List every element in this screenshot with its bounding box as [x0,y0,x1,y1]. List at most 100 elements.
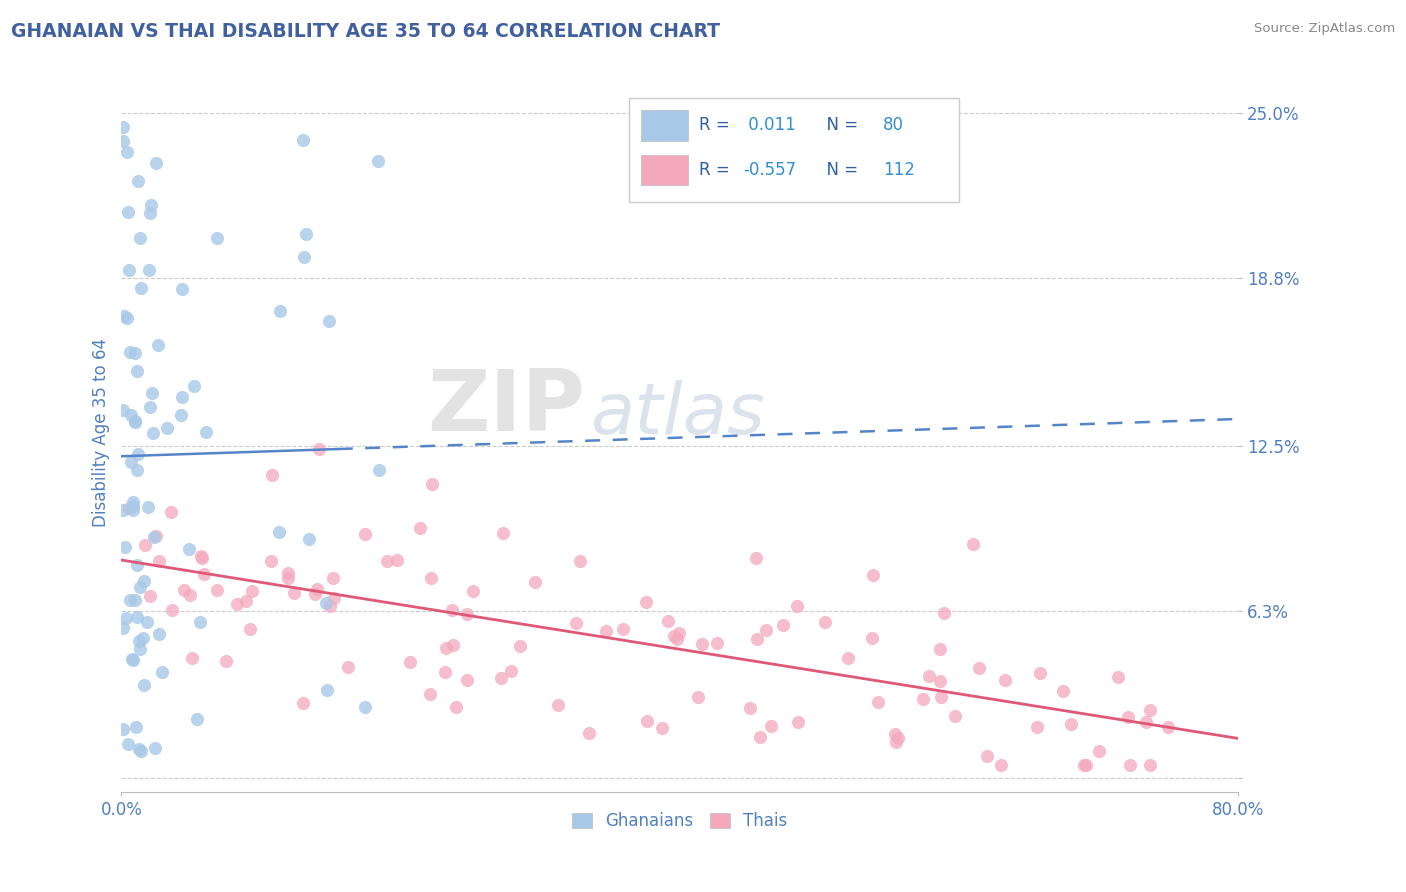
Point [298,532,321,546]
Point [772,618,794,632]
Point [814,615,837,629]
FancyBboxPatch shape [641,155,688,185]
Point [259,554,281,568]
Point [1119,758,1142,772]
Point [323,591,346,605]
Point [368,463,391,477]
Point [759,719,782,733]
Point [315,596,337,610]
Point [112,403,135,417]
Point [706,636,728,650]
Point [745,632,768,647]
Point [491,526,513,541]
Point [668,626,690,640]
Y-axis label: Disability Age 35 to 64: Disability Age 35 to 64 [93,338,110,527]
Point [316,682,339,697]
Point [1135,715,1157,730]
Point [740,700,762,714]
Point [499,665,522,679]
Point [509,639,531,653]
Point [132,631,155,645]
Point [142,530,165,544]
Point [180,650,202,665]
Point [489,671,512,685]
Point [135,615,157,629]
Legend: Ghanaians, Thais: Ghanaians, Thais [572,812,787,830]
Point [138,500,160,514]
Point [884,735,907,749]
Point [269,525,291,540]
Point [456,673,478,688]
Point [226,597,249,611]
Point [262,467,284,482]
Point [420,571,443,585]
Point [179,588,201,602]
Point [1139,703,1161,717]
Point [928,674,950,689]
Point [145,740,167,755]
Point [122,495,145,509]
Point [127,447,149,461]
Point [1139,758,1161,772]
Point [148,554,170,568]
Point [156,421,179,435]
Point [463,584,485,599]
Point [943,708,966,723]
Point [547,698,569,713]
Point [145,529,167,543]
Point [292,696,315,710]
Point [967,660,990,674]
Point [336,659,359,673]
Point [112,134,135,148]
Text: N =: N = [815,117,863,135]
Point [142,425,165,440]
Point [912,692,935,706]
Point [173,582,195,597]
Point [207,231,229,245]
Point [745,550,768,565]
Point [120,455,142,469]
Point [434,665,457,680]
Point [595,624,617,638]
Point [205,582,228,597]
Point [868,695,890,709]
Text: -0.557: -0.557 [744,161,796,179]
Point [125,720,148,734]
Point [124,414,146,428]
Point [129,231,152,245]
Point [787,714,810,729]
Point [120,408,142,422]
Point [193,566,215,581]
Point [141,386,163,401]
Point [1107,670,1129,684]
Point [138,263,160,277]
Point [976,748,998,763]
Text: atlas: atlas [591,380,765,449]
Point [918,669,941,683]
Point [367,153,389,168]
Point [578,726,600,740]
Point [124,346,146,360]
Point [686,690,709,704]
Point [129,281,152,295]
Text: ZIP: ZIP [427,366,585,449]
Point [319,599,342,614]
Point [786,599,808,613]
Point [112,310,135,324]
Point [148,338,170,352]
Text: Source: ZipAtlas.com: Source: ZipAtlas.com [1254,22,1395,36]
Point [277,571,299,585]
Point [194,425,217,439]
Point [150,665,173,679]
Point [159,505,181,519]
Point [190,549,212,563]
Point [145,156,167,170]
Point [115,611,138,625]
Point [277,566,299,580]
Point [399,655,422,669]
Point [636,714,658,728]
Point [657,615,679,629]
Point [651,721,673,735]
Text: 0.011: 0.011 [744,117,796,135]
Point [353,699,375,714]
